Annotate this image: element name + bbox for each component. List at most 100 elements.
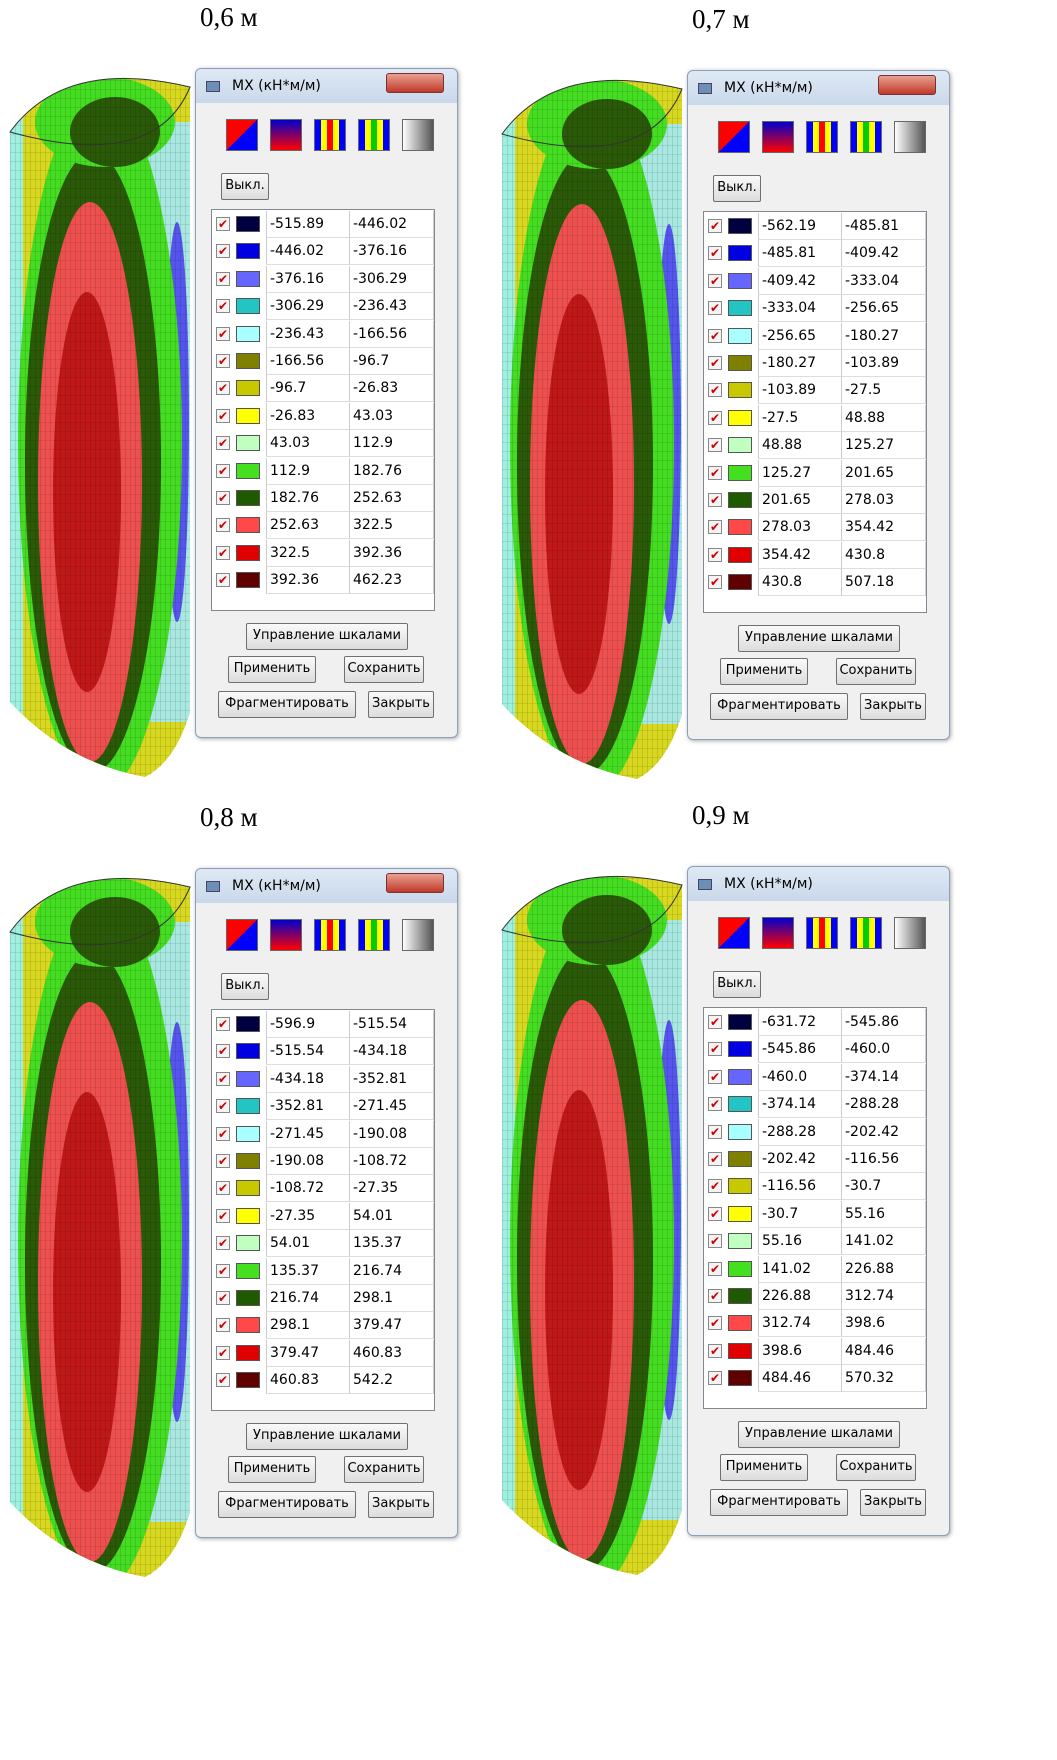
row-checkbox[interactable]: ✔ (708, 548, 722, 562)
off-button[interactable]: Выкл. (221, 173, 269, 200)
row-checkbox[interactable]: ✔ (216, 381, 230, 395)
row-checkbox[interactable]: ✔ (216, 1154, 230, 1168)
palette-button[interactable] (402, 919, 434, 951)
row-checkbox[interactable]: ✔ (216, 573, 230, 587)
row-checkbox[interactable]: ✔ (216, 354, 230, 368)
row-checkbox[interactable]: ✔ (708, 383, 722, 397)
palette-button[interactable] (314, 919, 346, 951)
palette-button[interactable] (402, 119, 434, 151)
row-checkbox[interactable]: ✔ (708, 1070, 722, 1084)
save-button[interactable]: Сохранить (344, 656, 424, 683)
row-checkbox[interactable]: ✔ (708, 1125, 722, 1139)
palette-button[interactable] (762, 917, 794, 949)
row-checkbox[interactable]: ✔ (216, 546, 230, 560)
palette-button[interactable] (270, 919, 302, 951)
row-checkbox[interactable]: ✔ (708, 1289, 722, 1303)
palette-button[interactable] (806, 917, 838, 949)
row-checkbox[interactable]: ✔ (216, 409, 230, 423)
row-checkbox[interactable]: ✔ (216, 1072, 230, 1086)
row-checkbox[interactable]: ✔ (708, 1152, 722, 1166)
palette-button[interactable] (226, 119, 258, 151)
row-checkbox[interactable]: ✔ (216, 436, 230, 450)
save-button[interactable]: Сохранить (836, 1454, 916, 1481)
off-button[interactable]: Выкл. (713, 175, 761, 202)
palette-button[interactable] (270, 119, 302, 151)
palette-button[interactable] (718, 917, 750, 949)
row-checkbox[interactable]: ✔ (708, 329, 722, 343)
row-checkbox[interactable]: ✔ (708, 1179, 722, 1193)
palette-button[interactable] (894, 121, 926, 153)
row-checkbox[interactable]: ✔ (216, 217, 230, 231)
close-button[interactable]: Закрыть (860, 1489, 926, 1516)
row-checkbox[interactable]: ✔ (216, 464, 230, 478)
row-checkbox[interactable]: ✔ (216, 1099, 230, 1113)
row-checkbox[interactable]: ✔ (216, 1181, 230, 1195)
scales-button[interactable]: Управление шкалами (246, 1423, 408, 1450)
close-window-button[interactable] (386, 873, 444, 893)
close-window-button[interactable] (878, 871, 936, 891)
fragment-button[interactable]: Фрагментировать (710, 693, 848, 720)
scales-button[interactable]: Управление шкалами (246, 623, 408, 650)
scales-button[interactable]: Управление шкалами (738, 1421, 900, 1448)
row-checkbox[interactable]: ✔ (708, 1371, 722, 1385)
fragment-button[interactable]: Фрагментировать (710, 1489, 848, 1516)
row-checkbox[interactable]: ✔ (708, 246, 722, 260)
row-checkbox[interactable]: ✔ (708, 520, 722, 534)
row-checkbox[interactable]: ✔ (216, 1264, 230, 1278)
palette-button[interactable] (762, 121, 794, 153)
row-checkbox[interactable]: ✔ (708, 356, 722, 370)
close-button[interactable]: Закрыть (368, 691, 434, 718)
row-checkbox[interactable]: ✔ (216, 299, 230, 313)
close-button[interactable]: Закрыть (860, 693, 926, 720)
row-checkbox[interactable]: ✔ (216, 1291, 230, 1305)
off-button[interactable]: Выкл. (221, 973, 269, 1000)
off-button[interactable]: Выкл. (713, 971, 761, 998)
row-checkbox[interactable]: ✔ (216, 1346, 230, 1360)
row-checkbox[interactable]: ✔ (216, 1236, 230, 1250)
scales-button[interactable]: Управление шкалами (738, 625, 900, 652)
row-checkbox[interactable]: ✔ (708, 1344, 722, 1358)
row-checkbox[interactable]: ✔ (708, 1262, 722, 1276)
fragment-button[interactable]: Фрагментировать (218, 691, 356, 718)
palette-button[interactable] (850, 917, 882, 949)
row-checkbox[interactable]: ✔ (708, 1316, 722, 1330)
row-checkbox[interactable]: ✔ (708, 466, 722, 480)
row-checkbox[interactable]: ✔ (708, 1042, 722, 1056)
palette-button[interactable] (226, 919, 258, 951)
row-checkbox[interactable]: ✔ (216, 272, 230, 286)
row-checkbox[interactable]: ✔ (216, 1044, 230, 1058)
fragment-button[interactable]: Фрагментировать (218, 1491, 356, 1518)
save-button[interactable]: Сохранить (344, 1456, 424, 1483)
palette-button[interactable] (358, 119, 390, 151)
row-checkbox[interactable]: ✔ (708, 575, 722, 589)
palette-button[interactable] (850, 121, 882, 153)
row-checkbox[interactable]: ✔ (216, 327, 230, 341)
row-checkbox[interactable]: ✔ (708, 1234, 722, 1248)
row-checkbox[interactable]: ✔ (708, 219, 722, 233)
row-checkbox[interactable]: ✔ (216, 518, 230, 532)
save-button[interactable]: Сохранить (836, 658, 916, 685)
close-button[interactable]: Закрыть (368, 1491, 434, 1518)
row-checkbox[interactable]: ✔ (216, 1127, 230, 1141)
palette-button[interactable] (806, 121, 838, 153)
close-window-button[interactable] (386, 73, 444, 93)
palette-button[interactable] (718, 121, 750, 153)
apply-button[interactable]: Применить (720, 658, 808, 685)
row-checkbox[interactable]: ✔ (708, 438, 722, 452)
palette-button[interactable] (314, 119, 346, 151)
row-checkbox[interactable]: ✔ (216, 491, 230, 505)
row-checkbox[interactable]: ✔ (708, 493, 722, 507)
close-window-button[interactable] (878, 75, 936, 95)
row-checkbox[interactable]: ✔ (216, 1373, 230, 1387)
apply-button[interactable]: Применить (228, 656, 316, 683)
palette-button[interactable] (894, 917, 926, 949)
row-checkbox[interactable]: ✔ (216, 1017, 230, 1031)
row-checkbox[interactable]: ✔ (708, 274, 722, 288)
row-checkbox[interactable]: ✔ (708, 1015, 722, 1029)
row-checkbox[interactable]: ✔ (708, 301, 722, 315)
row-checkbox[interactable]: ✔ (708, 1207, 722, 1221)
apply-button[interactable]: Применить (228, 1456, 316, 1483)
row-checkbox[interactable]: ✔ (216, 1209, 230, 1223)
row-checkbox[interactable]: ✔ (216, 244, 230, 258)
row-checkbox[interactable]: ✔ (708, 411, 722, 425)
